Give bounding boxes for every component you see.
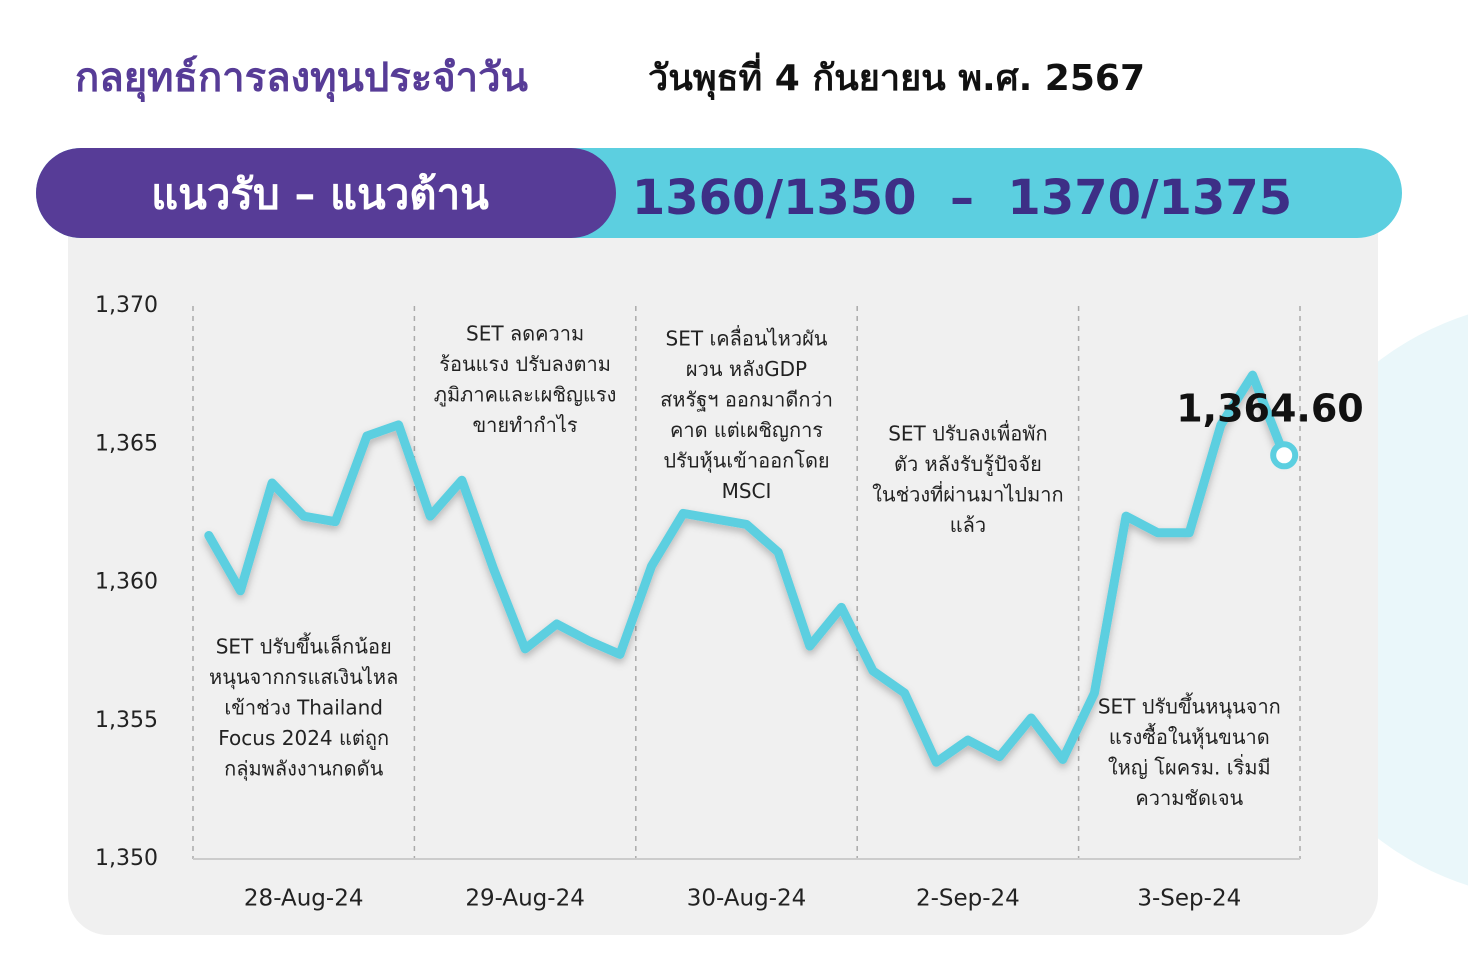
x-tick-label: 3-Sep-24 — [1137, 886, 1241, 912]
annotation: ในช่วงที่ผ่านมาไปมาก — [872, 481, 1064, 507]
annotation: สหรัฐฯ ออกมาดีกว่า — [660, 388, 833, 412]
annotation: หนุนจากกรแสเงินไหล — [209, 665, 398, 690]
end-label: 1,364.60 — [1176, 387, 1364, 431]
annotation: ตัว หลังรับรู้ปัจจัย — [894, 452, 1042, 477]
x-tick-label: 2-Sep-24 — [916, 886, 1020, 912]
x-tick-label: 29-Aug-24 — [465, 886, 585, 912]
annotation: คาด แต่เผชิญการ — [670, 418, 823, 442]
annotation: SET ลดความ — [466, 322, 584, 346]
annotation: ผวน หลังGDP — [686, 357, 807, 381]
title: กลยุทธ์การลงทุนประจำวัน — [75, 55, 528, 103]
y-tick-label: 1,360 — [95, 570, 158, 595]
annotation: ขายทำกำไร — [473, 413, 578, 437]
annotation: ใหญ่ โผครม. เริ่มมี — [1108, 754, 1271, 780]
annotation: กลุ่มพลังงานกดดัน — [224, 757, 384, 782]
annotation: ปรับหุ้นเข้าออกโดย — [663, 449, 829, 474]
banner-levels: 1360/1350 – 1370/1375 — [632, 170, 1292, 226]
annotation: Focus 2024 แต่ถูก — [218, 726, 389, 751]
annotation: SET ปรับขึ้นเล็กน้อย — [216, 633, 392, 659]
annotation: แรงซื้อในหุ้นขนาด — [1109, 723, 1270, 750]
banner-label: แนวรับ – แนวต้าน — [151, 170, 489, 219]
annotation: ความชัดเจน — [1135, 786, 1243, 810]
annotation: ภูมิภาคและเผชิญแรง — [434, 383, 617, 408]
annotation: SET เคลื่อนไหวผัน — [666, 325, 828, 351]
chart-panel — [68, 170, 1378, 935]
annotation: แล้ว — [950, 513, 986, 537]
y-tick-label: 1,355 — [95, 708, 158, 733]
price-line — [204, 370, 1289, 767]
annotation: MSCI — [722, 479, 772, 503]
y-tick-label: 1,370 — [95, 293, 158, 318]
annotation: SET ปรับขึ้นหนุนจาก — [1098, 693, 1281, 720]
date: วันพุธที่ 4 กันยายน พ.ศ. 2567 — [648, 52, 1145, 101]
x-tick-label: 30-Aug-24 — [687, 886, 807, 912]
annotation: ร้อนแรง ปรับลงตาม — [439, 352, 611, 376]
x-tick-label: 28-Aug-24 — [244, 886, 364, 912]
y-tick-label: 1,365 — [95, 431, 158, 456]
annotation: เข้าช่วง Thailand — [224, 696, 383, 720]
annotation: SET ปรับลงเพื่อพัก — [888, 420, 1047, 446]
y-tick-label: 1,350 — [95, 846, 158, 871]
end-point — [1270, 441, 1299, 470]
banner-left — [36, 148, 616, 238]
